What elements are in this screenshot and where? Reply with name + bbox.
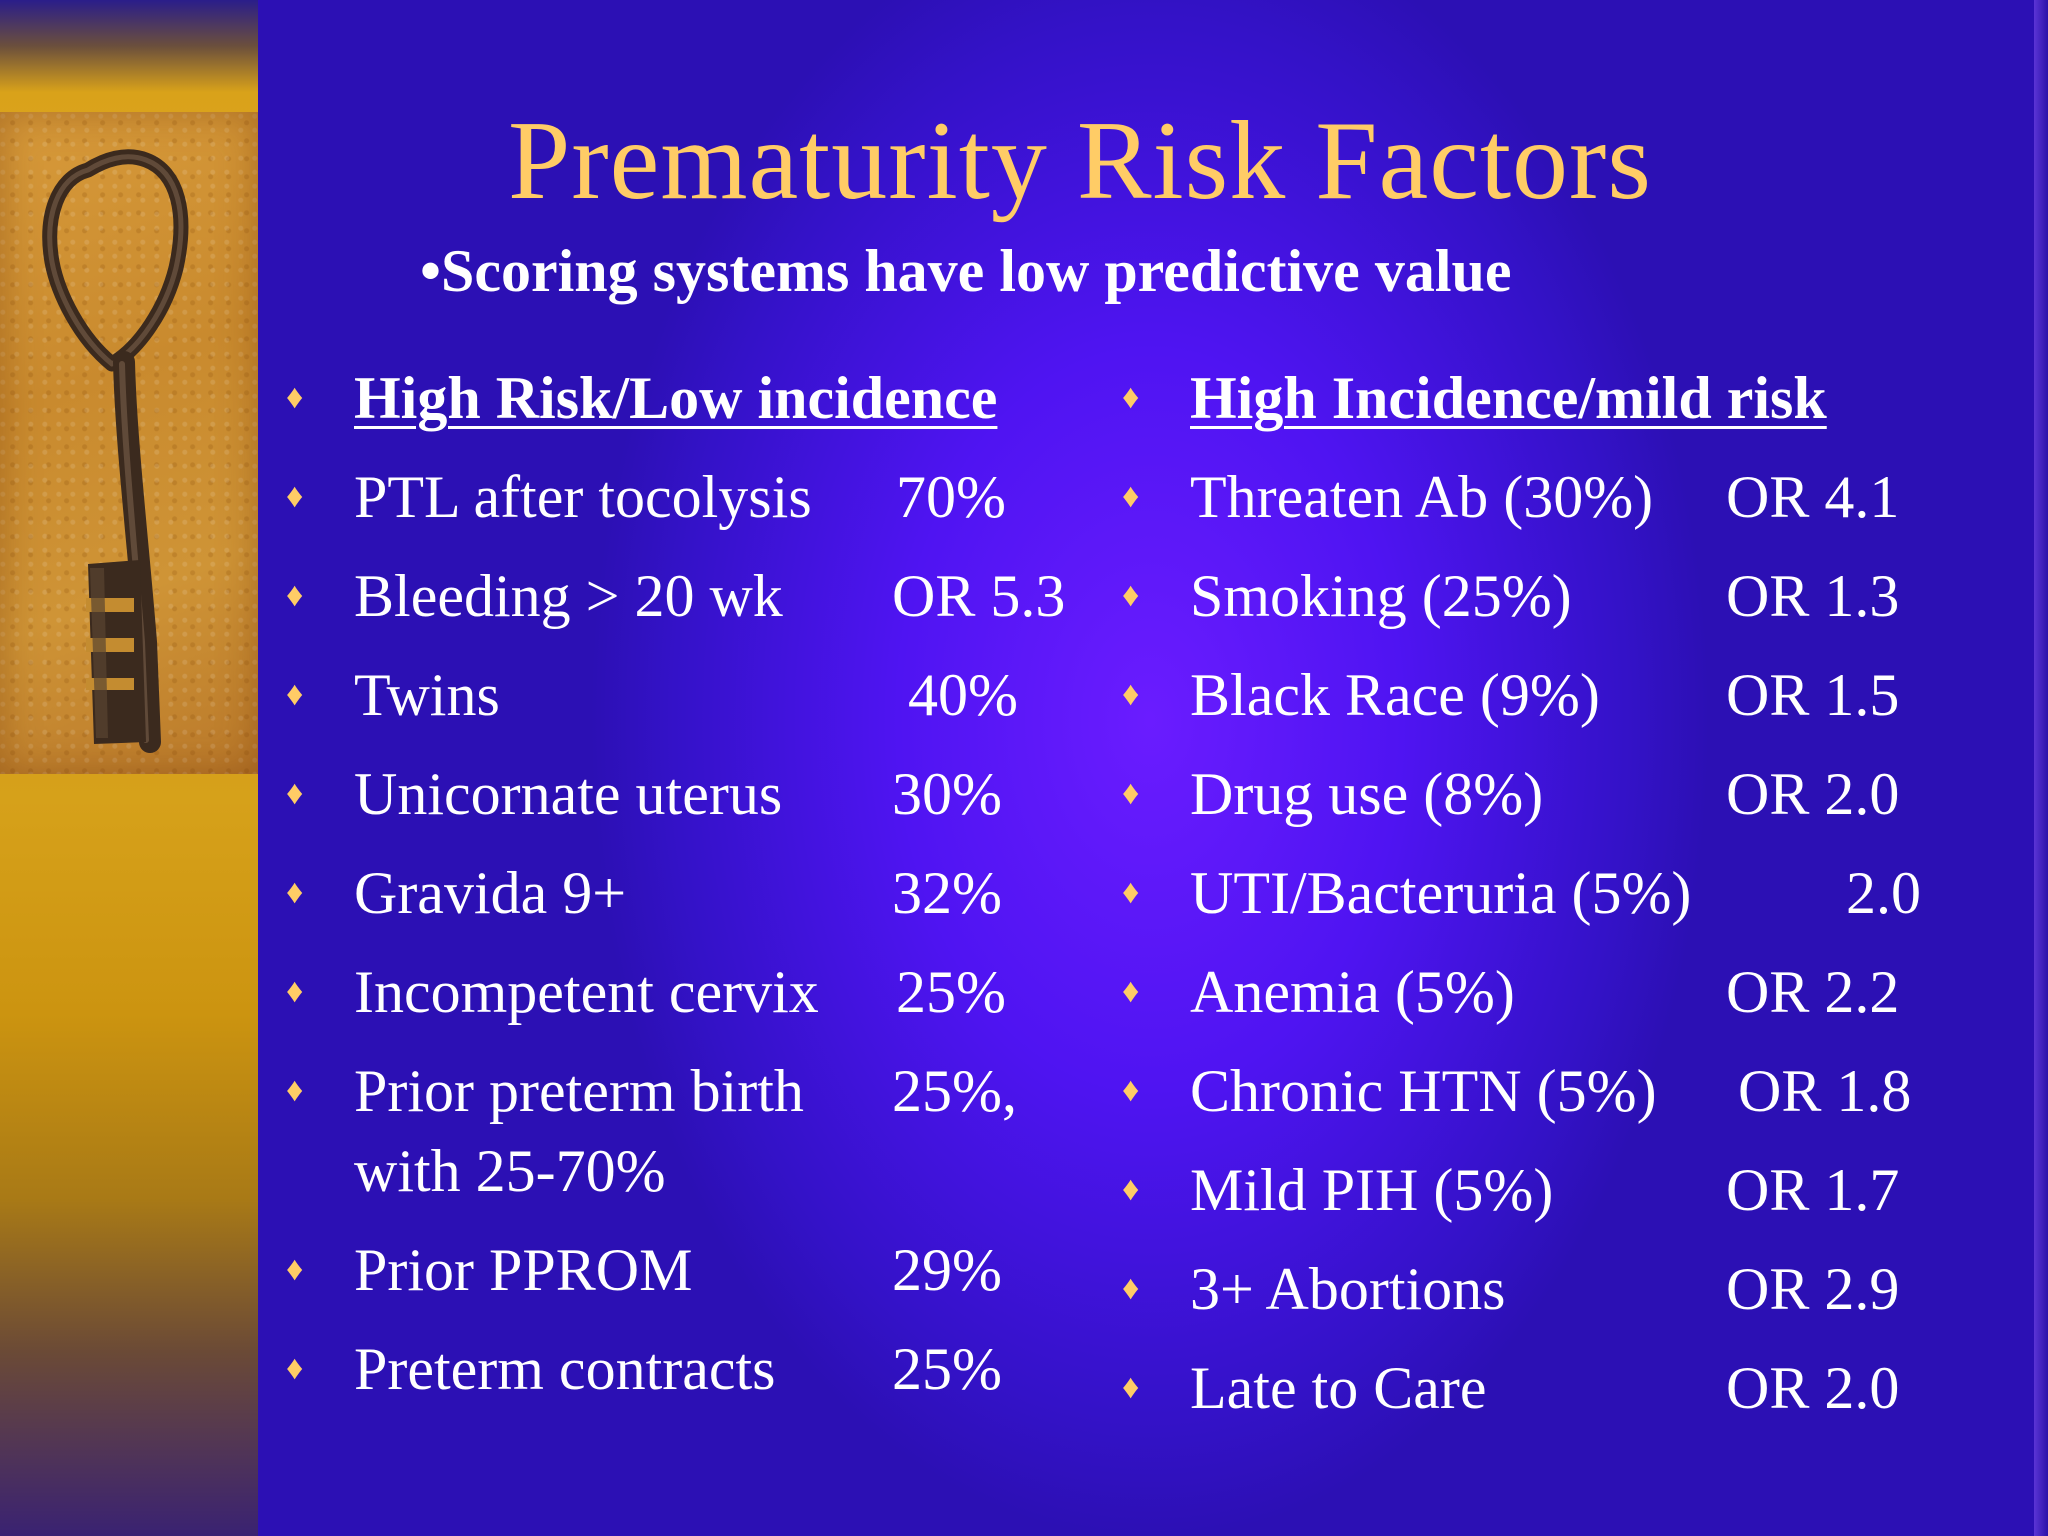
item-label: Unicornate uterus xyxy=(354,761,783,827)
diamond-bullet-icon: ♦ xyxy=(1122,379,1140,416)
item-label: Threaten Ab (30%) xyxy=(1190,464,1654,530)
item-label: Bleeding > 20 wk xyxy=(354,563,783,629)
diamond-bullet-icon: ♦ xyxy=(286,874,304,911)
diamond-bullet-icon: ♦ xyxy=(1122,676,1140,713)
item-label: Gravida 9+ xyxy=(354,860,627,926)
item-value: 29% xyxy=(892,1237,1002,1303)
item-value: 40% xyxy=(908,662,1018,728)
item-label: Preterm contracts xyxy=(354,1336,776,1402)
item-label: PTL after tocolysis xyxy=(354,464,812,530)
item-value: 25% xyxy=(892,1336,1002,1402)
item-label: High Incidence/mild risk xyxy=(1190,365,1827,431)
item-label: Drug use (8%) xyxy=(1190,761,1544,827)
item-label: Prior PPROM xyxy=(354,1237,693,1303)
item-value: OR 4.1 xyxy=(1726,464,1900,530)
item-value: 25%, xyxy=(892,1058,1017,1124)
diamond-bullet-icon: ♦ xyxy=(286,1251,304,1288)
item-label: Late to Care xyxy=(1190,1355,1487,1421)
item-value: OR 2.2 xyxy=(1726,959,1900,1025)
diamond-bullet-icon: ♦ xyxy=(286,478,304,515)
item-value: OR 2.0 xyxy=(1726,1355,1900,1421)
item-value: OR 2.9 xyxy=(1726,1256,1900,1322)
list-item-continuation: with 25-70% xyxy=(354,1138,666,1204)
item-value: 70% xyxy=(896,464,1006,530)
item-value: OR 1.5 xyxy=(1726,662,1900,728)
diamond-bullet-icon: ♦ xyxy=(286,379,304,416)
item-value: OR 1.3 xyxy=(1726,563,1900,629)
diamond-bullet-icon: ♦ xyxy=(1122,1270,1140,1307)
item-label: Chronic HTN (5%) xyxy=(1190,1058,1657,1124)
skeleton-key-icon xyxy=(42,149,189,753)
diamond-bullet-icon: ♦ xyxy=(286,1350,304,1387)
item-value: OR 2.0 xyxy=(1726,761,1900,827)
slide-subtitle: •Scoring systems have low predictive val… xyxy=(420,238,1512,304)
item-label: Twins xyxy=(354,662,500,728)
item-value: 30% xyxy=(892,761,1002,827)
diamond-bullet-icon: ♦ xyxy=(1122,1072,1140,1109)
diamond-bullet-icon: ♦ xyxy=(1122,973,1140,1010)
diamond-bullet-icon: ♦ xyxy=(1122,1369,1140,1406)
item-value: OR 5.3 xyxy=(892,563,1066,629)
diamond-bullet-icon: ♦ xyxy=(286,973,304,1010)
slide-title: Prematurity Risk Factors xyxy=(508,99,1652,223)
item-label: High Risk/Low incidence xyxy=(354,365,998,431)
item-label: Black Race (9%) xyxy=(1190,662,1600,728)
diamond-bullet-icon: ♦ xyxy=(1122,478,1140,515)
item-value: OR 1.8 xyxy=(1738,1058,1912,1124)
item-label: Incompetent cervix xyxy=(354,959,819,1025)
item-label: UTI/Bacteruria (5%) xyxy=(1190,860,1692,926)
item-value: 25% xyxy=(896,959,1006,1025)
diamond-bullet-icon: ♦ xyxy=(286,577,304,614)
diamond-bullet-icon: ♦ xyxy=(1122,874,1140,911)
diamond-bullet-icon: ♦ xyxy=(286,775,304,812)
diamond-bullet-icon: ♦ xyxy=(1122,577,1140,614)
item-label: Smoking (25%) xyxy=(1190,563,1572,629)
slide-right-border xyxy=(2034,0,2048,1536)
item-label: 3+ Abortions xyxy=(1190,1256,1506,1322)
diamond-bullet-icon: ♦ xyxy=(1122,1171,1140,1208)
diamond-bullet-icon: ♦ xyxy=(1122,775,1140,812)
item-label: Mild PIH (5%) xyxy=(1190,1157,1554,1223)
item-value: OR 1.7 xyxy=(1726,1157,1900,1223)
diamond-bullet-icon: ♦ xyxy=(286,1072,304,1109)
item-value: 2.0 xyxy=(1846,860,1921,926)
key-illustration xyxy=(0,112,258,774)
diamond-bullet-icon: ♦ xyxy=(286,676,304,713)
item-label: Anemia (5%) xyxy=(1190,959,1515,1025)
item-value: 32% xyxy=(892,860,1002,926)
item-label: Prior preterm birth xyxy=(354,1058,804,1124)
